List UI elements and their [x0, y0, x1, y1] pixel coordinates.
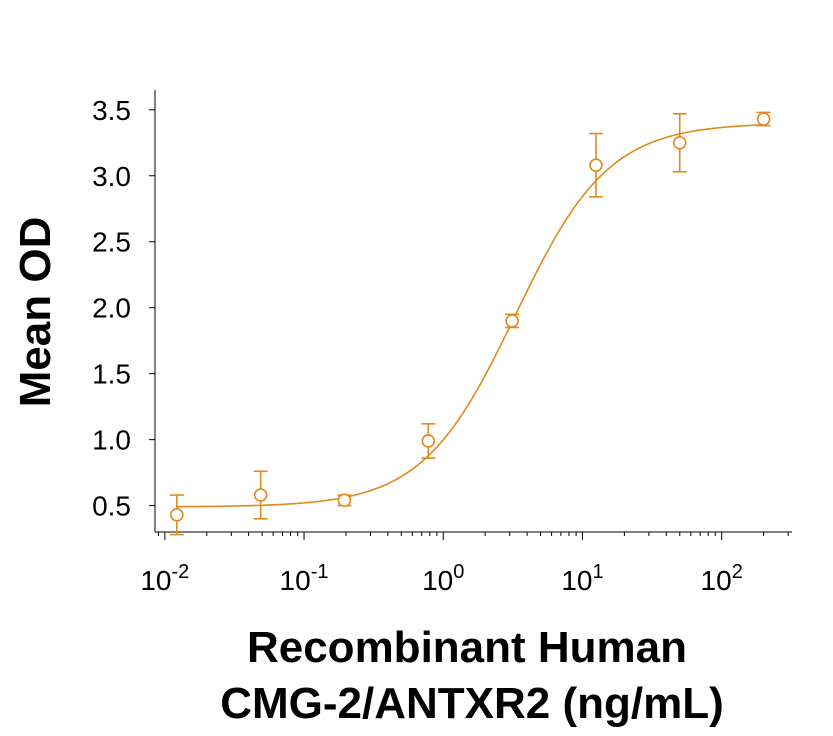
y-tick-label: 1.5: [92, 359, 131, 390]
fit-curve-layer: [176, 124, 764, 508]
x-axis-title-line-2: CMG-2/ANTXR2 (ng/mL): [220, 679, 724, 728]
x-tick-label: 102: [701, 561, 743, 596]
data-point: [756, 112, 771, 126]
x-axis-title-line-1: Recombinant Human: [247, 623, 687, 672]
x-tick-label: 10-1: [280, 561, 329, 596]
y-tick-label: 2.5: [92, 227, 131, 258]
y-axis-title: Mean OD: [11, 217, 60, 408]
y-tick-label: 0.5: [92, 491, 131, 522]
x-tick-label: 10-2: [140, 561, 189, 596]
axes: 0.5 1.0 1.5 2.0 2.5 3.0 3.5 10-2 10-1 100 101 102: [92, 90, 792, 596]
axis-labels: Mean OD Recombinant Human CMG-2/ANTXR2 (…: [11, 217, 724, 728]
y-tick-label: 2.0: [92, 293, 131, 324]
y-tick-label: 1.0: [92, 425, 131, 456]
x-tick-label: 100: [422, 561, 464, 596]
data-point: [589, 158, 603, 173]
data-point: [170, 508, 184, 522]
data-point: [253, 488, 268, 502]
data-points-layer: [169, 111, 771, 536]
data-point: [421, 434, 436, 448]
data-point: [505, 314, 519, 328]
fit-curve: [176, 124, 764, 508]
y-tick-label: 3.0: [92, 161, 131, 192]
x-tick-label: 101: [561, 561, 603, 596]
data-point: [672, 135, 687, 150]
data-point: [337, 493, 352, 508]
y-tick-label: 3.5: [92, 95, 131, 126]
